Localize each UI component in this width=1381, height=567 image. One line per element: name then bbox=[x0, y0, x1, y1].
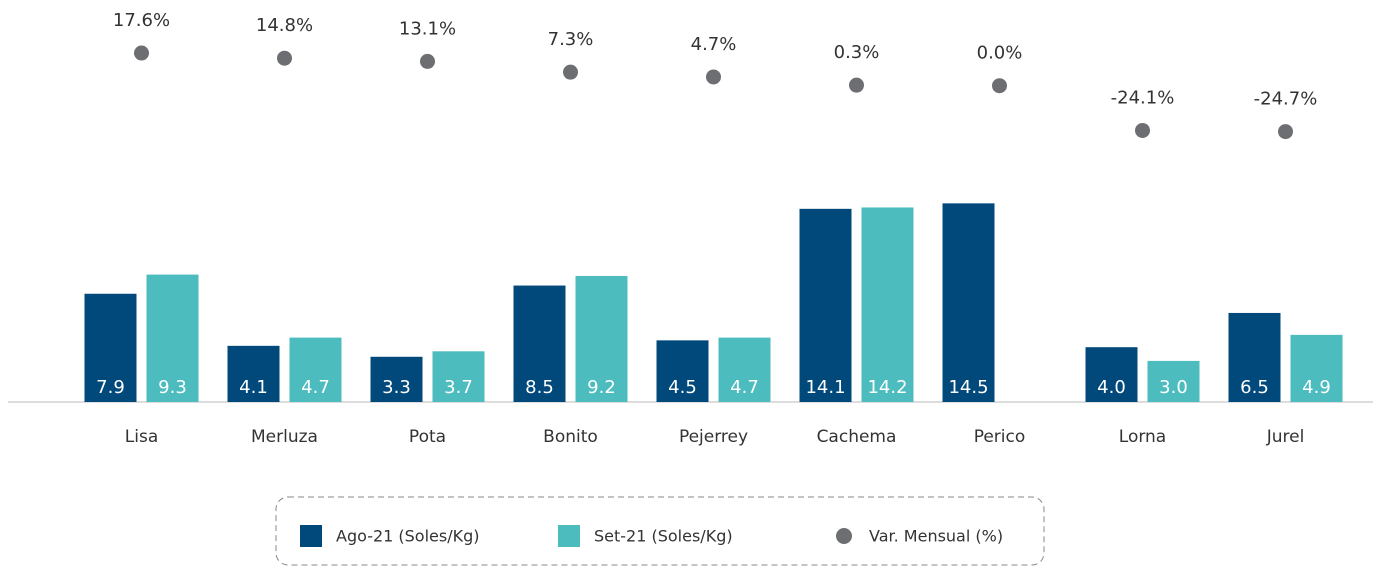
dot-label: 13.1% bbox=[399, 18, 456, 39]
legend-box bbox=[275, 496, 1045, 566]
dot bbox=[277, 50, 292, 66]
bar bbox=[656, 340, 709, 402]
bar-label: 4.1 bbox=[239, 377, 268, 398]
bar bbox=[718, 337, 771, 402]
bar-label: 14.5 bbox=[948, 377, 988, 398]
bar-label: 4.7 bbox=[730, 377, 759, 398]
dot bbox=[1135, 122, 1150, 138]
bar-label: 9.3 bbox=[158, 377, 187, 398]
legend-swatch bbox=[836, 528, 852, 544]
bar bbox=[942, 203, 995, 402]
bar bbox=[575, 275, 628, 402]
x-tick-label: Lisa bbox=[125, 427, 158, 447]
bar bbox=[1290, 334, 1343, 402]
x-tick-label: Pejerrey bbox=[679, 427, 748, 447]
bar-label: 14.2 bbox=[867, 377, 907, 398]
dot bbox=[563, 64, 578, 80]
dot bbox=[1278, 124, 1293, 140]
bar-label: 3.7 bbox=[444, 377, 473, 398]
bar bbox=[861, 207, 914, 402]
bar bbox=[1085, 347, 1138, 402]
x-tick-label: Pota bbox=[409, 427, 446, 447]
dot bbox=[134, 45, 149, 61]
bar bbox=[146, 274, 199, 402]
bar-label: 4.5 bbox=[668, 377, 697, 398]
x-tick-label: Jurel bbox=[1266, 427, 1305, 447]
x-tick-label: Perico bbox=[974, 427, 1026, 447]
x-tick-label: Merluza bbox=[251, 427, 318, 447]
bar bbox=[799, 208, 852, 402]
dot bbox=[849, 77, 864, 93]
bar-label: 4.0 bbox=[1097, 377, 1126, 398]
bar bbox=[1147, 360, 1200, 402]
legend-label: Var. Mensual (%) bbox=[869, 527, 1003, 546]
bar-label: 9.2 bbox=[587, 377, 616, 398]
dot-label: 0.0% bbox=[977, 43, 1023, 64]
dot bbox=[992, 78, 1007, 94]
dot bbox=[420, 53, 435, 69]
x-tick-label: Lorna bbox=[1119, 427, 1166, 447]
bar-label: 3.3 bbox=[382, 377, 411, 398]
bar bbox=[1228, 312, 1281, 402]
bar-label: 8.5 bbox=[525, 377, 554, 398]
dot-label: 17.6% bbox=[113, 10, 170, 31]
bar bbox=[84, 293, 137, 402]
bar-label: 3.0 bbox=[1159, 377, 1188, 398]
dot-label: -24.1% bbox=[1111, 87, 1175, 108]
bar-label: 7.9 bbox=[96, 377, 125, 398]
legend-swatch bbox=[300, 525, 322, 547]
bar-label: 14.1 bbox=[805, 377, 845, 398]
bar-label: 4.7 bbox=[301, 377, 330, 398]
legend-label: Set-21 (Soles/Kg) bbox=[594, 527, 733, 546]
bar-label: 6.5 bbox=[1240, 377, 1269, 398]
legend-swatch bbox=[558, 525, 580, 547]
dot-label: 4.7% bbox=[691, 34, 737, 55]
bar bbox=[513, 285, 566, 402]
x-tick-label: Cachema bbox=[817, 427, 897, 447]
dot-label: 7.3% bbox=[548, 29, 594, 50]
x-tick-label: Bonito bbox=[543, 427, 598, 447]
bar bbox=[432, 351, 485, 402]
bar bbox=[370, 356, 423, 402]
dot-label: -24.7% bbox=[1254, 89, 1318, 110]
dot bbox=[706, 69, 721, 85]
bar bbox=[227, 345, 280, 402]
bar bbox=[289, 337, 342, 402]
legend-label: Ago-21 (Soles/Kg) bbox=[336, 527, 480, 546]
dot-label: 14.8% bbox=[256, 15, 313, 36]
bar-label: 4.9 bbox=[1302, 377, 1331, 398]
dot-label: 0.3% bbox=[834, 42, 880, 63]
